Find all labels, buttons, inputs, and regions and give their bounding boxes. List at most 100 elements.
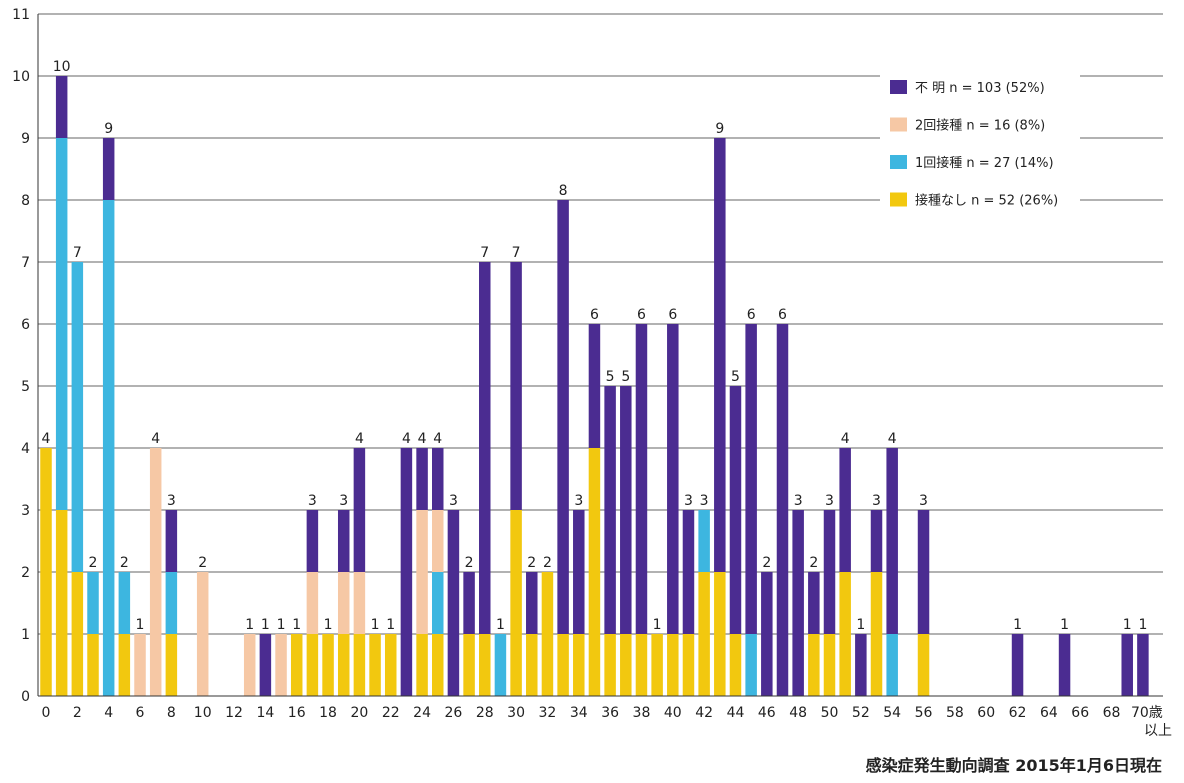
x-tick-label: 0 [42, 705, 51, 721]
x-tick-label: 68 [1103, 705, 1121, 721]
legend-swatch [890, 155, 907, 169]
y-tick-label: 7 [21, 255, 30, 271]
x-tick-label: 60 [977, 705, 995, 721]
bar-segment [463, 572, 475, 634]
value-label: 3 [919, 493, 928, 509]
bar-segment [337, 634, 350, 696]
bar-segment [573, 634, 585, 696]
bar-segment [620, 634, 632, 696]
bar-segment [510, 510, 522, 696]
bar-segment [416, 448, 428, 510]
bar-segment [667, 634, 679, 696]
value-label: 3 [825, 493, 834, 509]
value-label: 6 [778, 307, 787, 323]
x-tick-label: 62 [1009, 705, 1027, 721]
x-tick-label: 40 [664, 705, 682, 721]
bar-segment [776, 324, 789, 696]
value-label: 5 [606, 369, 615, 385]
y-tick-label: 10 [12, 69, 30, 85]
value-label: 2 [89, 555, 98, 571]
value-label: 2 [120, 555, 129, 571]
y-tick-label: 1 [21, 627, 30, 643]
bar-segment [118, 634, 131, 696]
bar-segment [306, 634, 319, 696]
bar-segment [432, 448, 444, 510]
value-label: 2 [809, 555, 818, 571]
x-tick-label: 70歳 [1131, 705, 1163, 721]
bar-segment [604, 634, 616, 696]
bar-segment [71, 262, 84, 572]
bar-segment [1121, 634, 1133, 696]
legend-swatch [890, 192, 907, 207]
bar-segment [886, 448, 898, 634]
bar-segment [87, 572, 99, 634]
value-label: 4 [355, 431, 364, 447]
value-label: 1 [245, 617, 254, 633]
bar-segment [541, 572, 554, 696]
value-label: 1 [324, 617, 333, 633]
bar-segment [698, 510, 710, 572]
bar-segment [823, 634, 836, 696]
bar-segment [306, 572, 319, 634]
bar-segment [823, 510, 836, 634]
bar-segment [369, 634, 381, 696]
bar-segment [290, 634, 303, 696]
bar-segment [761, 572, 773, 696]
x-tick-label: 64 [1040, 705, 1058, 721]
value-label: 4 [151, 431, 160, 447]
x-tick-label: 34 [570, 705, 588, 721]
bar-segment [165, 634, 178, 696]
bar-segment [682, 634, 695, 696]
bar-segment [55, 138, 68, 510]
value-label: 6 [747, 307, 756, 323]
value-label: 3 [872, 493, 881, 509]
value-label: 9 [104, 121, 113, 137]
bar-segment [134, 634, 146, 696]
value-label: 6 [668, 307, 677, 323]
bar-segment [557, 200, 569, 634]
x-tick-label: 28 [476, 705, 494, 721]
bar-segment [792, 510, 804, 696]
bar-segment [275, 634, 287, 696]
y-tick-label: 4 [21, 441, 30, 457]
value-label: 3 [339, 493, 348, 509]
bar-segment [729, 634, 742, 696]
y-tick-label: 8 [21, 193, 30, 209]
value-label: 1 [386, 617, 395, 633]
bar-segment [604, 386, 616, 634]
bar-segment [729, 386, 742, 634]
value-label: 3 [700, 493, 709, 509]
bar-segment [384, 634, 397, 696]
bar-segment [886, 634, 898, 696]
x-tick-label: 8 [167, 705, 176, 721]
bar-segment [447, 510, 460, 696]
x-tick-label: 32 [539, 705, 557, 721]
value-label: 2 [543, 555, 552, 571]
bar-segment [714, 138, 726, 572]
x-tick-label: 44 [727, 705, 745, 721]
y-tick-label: 0 [21, 689, 30, 705]
value-label: 3 [684, 493, 693, 509]
bar-segment [165, 572, 178, 634]
value-label: 4 [42, 431, 51, 447]
y-tick-label: 6 [21, 317, 30, 333]
bar-segment [1011, 634, 1024, 696]
bar-segment [432, 572, 444, 634]
bar-segment [337, 510, 350, 572]
bar-segment [165, 510, 178, 572]
x-axis-ticks: 0 2 4 6 8 10 12 14 16 18 20 22 24 26 28 30 32 34 36 38 40 42 4… [42, 705, 1172, 739]
legend-item: 接種なし n = 52 (26%) [915, 193, 1058, 209]
bar-segment [306, 510, 319, 572]
x-tick-label: 26 [445, 705, 463, 721]
value-label: 1 [1060, 617, 1069, 633]
x-tick-label: 4 [104, 705, 113, 721]
bar-segment [588, 448, 601, 696]
legend-swatch [890, 80, 907, 94]
bar-segment [526, 634, 538, 696]
value-label: 3 [308, 493, 317, 509]
value-label: 6 [637, 307, 646, 323]
x-tick-label: 22 [382, 705, 400, 721]
bar-segment [432, 510, 444, 572]
